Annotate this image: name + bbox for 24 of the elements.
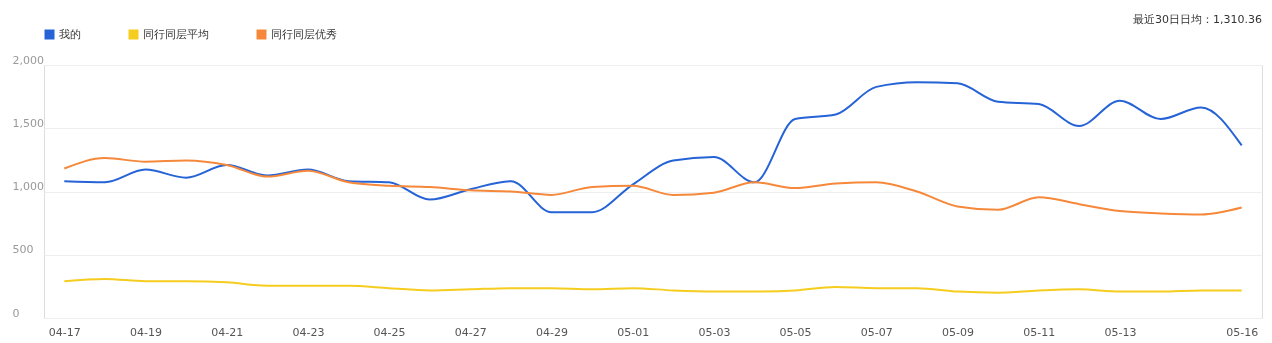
x-tick-label: 04-17: [48, 325, 81, 339]
x-tick-label: 05-11: [1023, 325, 1056, 339]
x-tick-label: 04-27: [454, 325, 487, 339]
text: 最近30日日均：1,310.36: [1133, 13, 1262, 26]
x-tick-label: 04-19: [130, 325, 162, 339]
y-tick-label: 500: [12, 243, 34, 257]
legend-label: 我的: [59, 27, 81, 41]
x-tick-label: 05-16: [1226, 325, 1259, 339]
x-tick-label: 05-03: [698, 325, 731, 339]
y-tick-label: 2,000: [12, 53, 44, 67]
x-tick-label: 05-05: [779, 325, 812, 339]
legend-label: 同行同层平均: [143, 27, 209, 41]
x-tick-label: 04-23: [292, 325, 325, 339]
x-tick-label: 05-07: [860, 325, 893, 339]
legend-label: 同行同层优秀: [271, 27, 337, 41]
x-tick-label: 04-25: [373, 325, 406, 339]
y-tick-label: 1,500: [12, 116, 44, 130]
x-tick-label: 04-21: [211, 325, 244, 339]
x-tick-label: 04-29: [536, 325, 568, 339]
x-tick-label: 05-13: [1104, 325, 1137, 339]
x-tick-label: 05-09: [942, 325, 974, 339]
y-tick-label: 1,000: [12, 180, 44, 193]
y-tick-label: 0: [12, 306, 20, 320]
x-tick-label: 05-01: [617, 325, 650, 339]
